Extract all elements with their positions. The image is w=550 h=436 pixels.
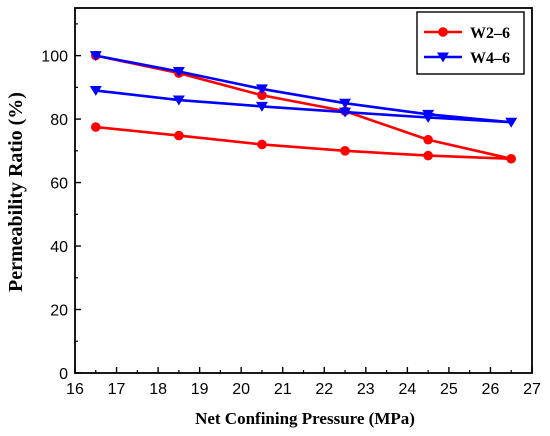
x-tick-label: 16 xyxy=(66,381,84,398)
y-axis-title: Permeability Ratio (%) xyxy=(5,92,27,292)
legend-label: W4–6 xyxy=(470,50,510,67)
x-tick-label: 22 xyxy=(315,381,333,398)
series-layer xyxy=(89,50,518,164)
data-point-triangle xyxy=(172,66,185,77)
legend-label: W2–6 xyxy=(470,25,510,42)
x-tick-label: 17 xyxy=(108,381,126,398)
data-point-triangle xyxy=(255,84,268,95)
y-axis-ticks: 0 20 40 60 80 100 xyxy=(41,23,81,383)
data-point-circle xyxy=(340,146,350,156)
x-tick-label: 27 xyxy=(523,381,541,398)
data-point-triangle xyxy=(89,51,102,62)
data-point-triangle xyxy=(172,95,185,106)
x-tick-label: 24 xyxy=(398,381,416,398)
y-tick-label: 100 xyxy=(41,49,68,66)
x-tick-label: 18 xyxy=(149,381,167,398)
data-point-circle xyxy=(174,130,184,141)
data-point-circle xyxy=(438,27,448,37)
data-point-circle xyxy=(257,90,267,101)
x-axis-title: Net Confining Pressure (MPa) xyxy=(195,409,415,428)
data-point-triangle xyxy=(339,98,352,109)
data-point-circle xyxy=(90,122,101,132)
x-tick-label: 19 xyxy=(191,381,209,398)
data-point-triangle xyxy=(422,113,435,123)
data-point-circle xyxy=(423,134,433,145)
data-point-circle xyxy=(423,150,433,161)
legend-box xyxy=(416,11,525,75)
x-tick-label: 23 xyxy=(357,381,375,398)
series-2 xyxy=(89,51,518,128)
legend: W2–6 W4–6 xyxy=(416,11,525,75)
x-tick-label: 25 xyxy=(440,381,458,398)
data-point-triangle xyxy=(505,117,518,128)
y-tick-label: 20 xyxy=(50,303,68,320)
x-tick-label: 26 xyxy=(482,381,500,398)
data-point-triangle xyxy=(339,107,352,118)
y-tick-label: 60 xyxy=(50,176,68,193)
x-axis-ticks: 16 17 18 19 20 21 22 23 24 25 26 27 xyxy=(66,367,541,398)
x-tick-label: 21 xyxy=(274,381,292,398)
y-tick-label: 80 xyxy=(50,112,68,129)
data-point-triangle xyxy=(89,86,102,96)
x-tick-label: 20 xyxy=(232,381,250,398)
data-point-triangle xyxy=(437,52,449,63)
data-point-triangle xyxy=(255,101,268,112)
y-tick-label: 0 xyxy=(59,366,68,383)
y-tick-label: 40 xyxy=(50,239,68,256)
data-point-circle xyxy=(506,153,517,164)
data-point-circle xyxy=(257,139,267,150)
